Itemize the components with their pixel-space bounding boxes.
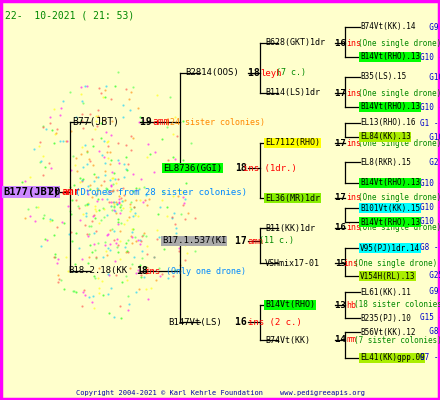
Text: (One single drone): (One single drone) [357,38,440,48]
Text: B628(GKT)1dr: B628(GKT)1dr [265,38,325,48]
Text: G1 - elgon breed: G1 - elgon breed [420,118,440,128]
Text: ins: ins [347,38,362,48]
Text: B74Vt(KK): B74Vt(KK) [265,336,310,344]
Text: amn: amn [248,236,264,246]
Text: leyh: leyh [260,68,282,78]
Text: 19: 19 [140,117,158,127]
Text: (7 sister colonies): (7 sister colonies) [354,336,440,344]
Text: ins: ins [347,138,362,148]
Text: G25 - Sinop62R: G25 - Sinop62R [420,272,440,280]
Text: mm: mm [347,336,357,344]
Text: B114(LS)1dr: B114(LS)1dr [265,88,320,98]
Text: (One single drone): (One single drone) [357,138,440,148]
Text: G15 - AthosSt80R: G15 - AthosSt80R [420,314,440,322]
Text: ins: ins [347,88,362,98]
Text: ins (2 c.): ins (2 c.) [248,318,301,326]
Text: G10 - not registe: G10 - not registe [420,178,440,188]
Text: EL8736(GGI): EL8736(GGI) [163,164,222,172]
Text: B74Vt(KK).14: B74Vt(KK).14 [360,22,415,32]
Text: (11 c.): (11 c.) [259,236,294,246]
Text: B11(KK)1dr: B11(KK)1dr [265,224,315,232]
Text: G9 - PrimRed01: G9 - PrimRed01 [420,22,440,32]
Text: B14Vt(RHO).13: B14Vt(RHO).13 [360,52,420,62]
Text: EL36(MR)1dr: EL36(MR)1dr [265,194,320,202]
Text: 16: 16 [235,317,253,327]
Text: hb: hb [347,300,357,310]
Text: 17: 17 [235,236,253,246]
Text: 16: 16 [335,224,351,232]
Text: B17.1.537(KI: B17.1.537(KI [162,236,227,246]
Text: G10 - Cankiri97Q: G10 - Cankiri97Q [420,72,440,82]
Text: 20: 20 [48,187,67,197]
Text: B14Vt(RHO).13: B14Vt(RHO).13 [360,218,420,226]
Text: VSHmix17-01: VSHmix17-01 [265,258,320,268]
Text: B35(LS).15: B35(LS).15 [360,72,406,82]
Text: G10 - PrimRed01: G10 - PrimRed01 [420,204,440,212]
Text: amr: amr [62,187,80,197]
Text: V154H(RL).13: V154H(RL).13 [360,272,415,280]
Text: (24 sister colonies): (24 sister colonies) [165,118,265,126]
Text: G9 - not registe: G9 - not registe [420,288,440,296]
Text: 17: 17 [335,138,351,148]
Text: EL84(KK).13: EL84(KK).13 [360,132,411,142]
Text: B14Vt(RHO).13: B14Vt(RHO).13 [360,178,420,188]
Text: (7 c.): (7 c.) [276,68,306,78]
Text: ins: ins [347,194,362,202]
Text: ins: ins [343,258,358,268]
Text: B147Vt(LS): B147Vt(LS) [168,318,222,326]
Text: G10 - not registe: G10 - not registe [420,102,440,112]
Text: EL41(KK)gpp.09: EL41(KK)gpp.09 [360,354,425,362]
Text: 18: 18 [136,266,148,276]
Text: B56Vt(KK).12: B56Vt(KK).12 [360,328,415,336]
Text: G10 - not registe: G10 - not registe [420,132,440,142]
Text: B177(JBT): B177(JBT) [3,187,59,197]
Text: V95(PJ)1dr.14: V95(PJ)1dr.14 [360,244,420,252]
Text: 15: 15 [335,258,346,268]
Text: (Drones from 28 sister colonies): (Drones from 28 sister colonies) [75,188,247,196]
Text: ins: ins [144,266,161,276]
Text: (Only one drone): (Only one drone) [156,266,246,276]
Text: G8 - PrimRed01: G8 - PrimRed01 [420,328,440,336]
Text: B101Vt(KK).15: B101Vt(KK).15 [360,204,420,212]
Text: G8 - PrimGreen00: G8 - PrimGreen00 [420,244,440,252]
Text: (One single drone): (One single drone) [354,258,437,268]
Text: (One single drone): (One single drone) [357,88,440,98]
Text: Copyright 2004-2021 © Karl Kehrle Foundation    www.pedigreeapis.org: Copyright 2004-2021 © Karl Kehrle Founda… [76,390,364,396]
Text: 18: 18 [248,68,266,78]
Text: (One single drone): (One single drone) [357,224,440,232]
Text: G7 - not registe: G7 - not registe [420,354,440,362]
Text: (One single drone): (One single drone) [357,194,440,202]
Text: 16: 16 [335,38,351,48]
Text: G2 - EL157(EO): G2 - EL157(EO) [420,158,440,166]
Text: G10 - not registe: G10 - not registe [420,52,440,62]
Text: (18 sister colonies): (18 sister colonies) [354,300,440,310]
Text: B2814(OOS): B2814(OOS) [185,68,239,78]
Text: G10 - not registe: G10 - not registe [420,218,440,226]
Text: B235(PJ).10: B235(PJ).10 [360,314,411,322]
Text: B14Vt(RHO).13: B14Vt(RHO).13 [360,102,420,112]
Text: EL61(KK).11: EL61(KK).11 [360,288,411,296]
Text: 13: 13 [335,300,351,310]
Text: EL8(RKR).15: EL8(RKR).15 [360,158,411,166]
Text: ins (1dr.): ins (1dr.) [243,164,297,172]
Text: 17: 17 [335,194,351,202]
Text: B77(JBT): B77(JBT) [72,117,119,127]
Text: EL13(RHO).16: EL13(RHO).16 [360,118,415,128]
Text: EL7112(RHO): EL7112(RHO) [265,138,320,148]
Text: 22-  10-2021 ( 21: 53): 22- 10-2021 ( 21: 53) [5,11,134,21]
Text: B14Vt(RHO): B14Vt(RHO) [265,300,315,310]
Text: B18.2.18(KK: B18.2.18(KK [68,266,127,276]
Text: 14: 14 [335,336,351,344]
Text: ins: ins [347,224,362,232]
Text: 17: 17 [335,88,351,98]
Text: 18: 18 [235,163,247,173]
Text: amm: amm [153,117,170,127]
